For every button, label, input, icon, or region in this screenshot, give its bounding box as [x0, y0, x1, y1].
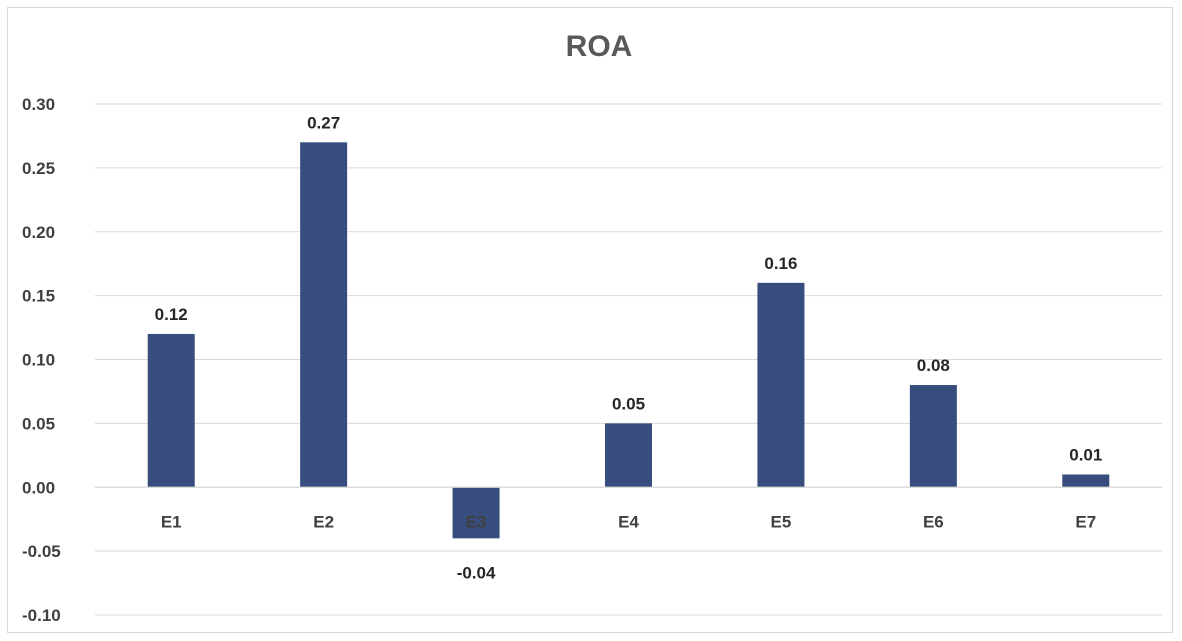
data-label: 0.01: [1069, 445, 1102, 464]
y-tick-label: -0.10: [22, 606, 61, 625]
category-labels: E1 E2 E3 E4 E5 E6 E7: [161, 512, 1096, 531]
category-label: E3: [466, 512, 487, 531]
data-label: 0.08: [917, 356, 950, 375]
bar-e2: [300, 142, 348, 488]
y-axis-tick-labels: 0.30 0.25 0.20 0.15 0.10 0.05 0.00 -0.05 -0.10: [22, 95, 61, 625]
chart-frame: [7, 7, 1173, 633]
y-tick-label: 0.00: [22, 478, 55, 497]
category-label: E4: [618, 512, 639, 531]
category-label: E2: [313, 512, 334, 531]
bar-e1: [147, 333, 195, 488]
data-label: 0.05: [612, 394, 645, 413]
y-tick-label: 0.10: [22, 351, 55, 370]
bar-e3: [452, 487, 500, 539]
bar-e6: [909, 385, 957, 488]
chart-title: ROA: [565, 30, 633, 63]
data-label: 0.12: [155, 305, 188, 324]
bar-e4: [605, 423, 652, 488]
data-label: -0.04: [457, 563, 496, 582]
y-tick-label: 0.30: [22, 95, 55, 114]
category-label: E7: [1075, 512, 1096, 531]
y-tick-label: 0.25: [22, 159, 55, 178]
y-tick-label: 0.15: [22, 287, 55, 306]
bars: [147, 142, 1110, 539]
y-tick-label: -0.05: [22, 542, 61, 561]
data-label: 0.27: [307, 113, 340, 132]
bar-e7: [1062, 474, 1110, 488]
data-label: 0.16: [764, 254, 797, 273]
category-label: E5: [771, 512, 792, 531]
category-label: E1: [161, 512, 182, 531]
gridlines: [95, 103, 1162, 616]
category-label: E6: [923, 512, 944, 531]
y-tick-label: 0.20: [22, 223, 55, 242]
bar-e5: [757, 282, 805, 488]
y-tick-label: 0.05: [22, 414, 55, 433]
data-labels: 0.12 0.27 -0.04 0.05 0.16 0.08 0.01: [155, 113, 1103, 582]
